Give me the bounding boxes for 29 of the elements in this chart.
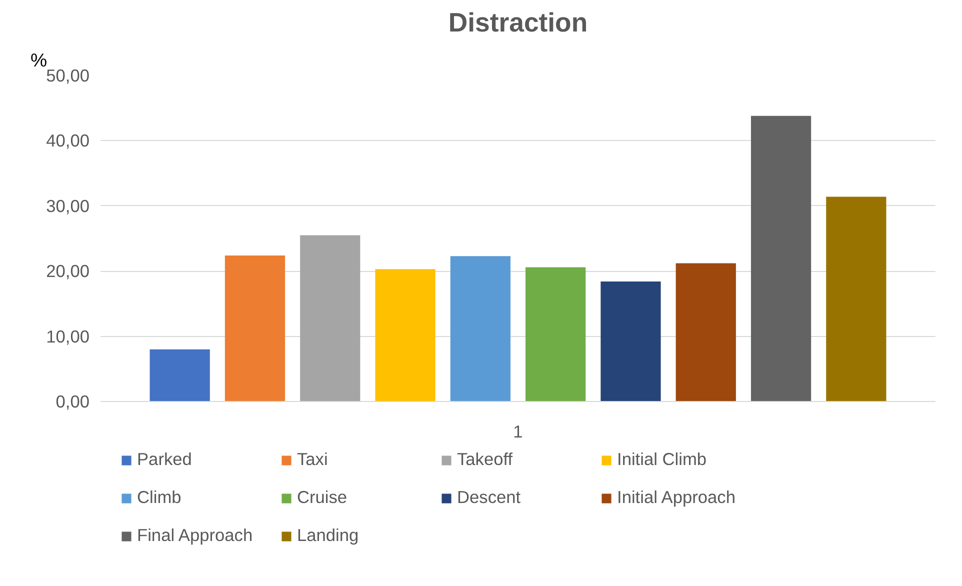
bar: [600, 282, 661, 402]
legend-label: Taxi: [297, 449, 329, 470]
y-tick-label: 30,00: [46, 196, 90, 216]
bar: [676, 263, 736, 402]
legend-label: Descent: [457, 487, 522, 508]
bar: [150, 349, 210, 402]
bar: [750, 116, 812, 402]
legend-label: Initial Approach: [617, 487, 736, 508]
legend-label: Takeoff: [457, 449, 514, 470]
legend-label: Climb: [137, 487, 182, 508]
y-tick-label: 10,00: [46, 326, 90, 346]
y-tick-label: 0,00: [56, 392, 90, 412]
chart-title: Distraction: [448, 8, 588, 38]
legend-label: Landing: [297, 525, 360, 546]
legend-label: Cruise: [297, 487, 348, 508]
y-tick-label: 20,00: [46, 261, 90, 282]
y-axis-title: %: [30, 50, 48, 70]
bar: [375, 269, 436, 402]
legend-label: Final Approach: [137, 525, 254, 546]
legend-label: Initial Climb: [617, 449, 708, 470]
bar: [526, 267, 586, 402]
bar: [826, 196, 886, 402]
y-tick-label: 50,00: [46, 66, 90, 86]
legend-label: Parked: [137, 449, 193, 470]
x-tick-label: 1: [513, 422, 523, 442]
bar: [300, 235, 360, 402]
y-tick-label: 40,00: [46, 130, 90, 151]
bar: [224, 255, 286, 402]
bar: [450, 256, 510, 402]
